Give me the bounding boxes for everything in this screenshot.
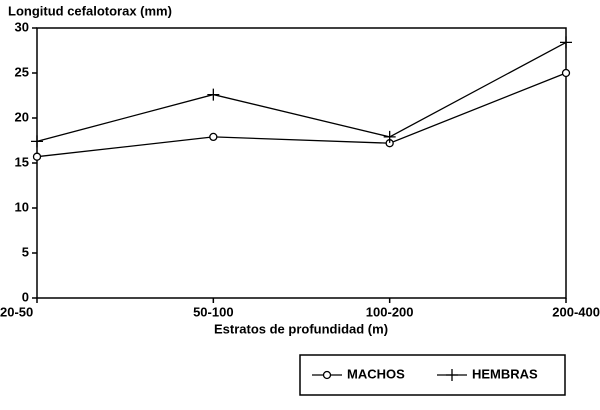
legend-box [299,354,566,396]
y-tick-label: 25 [15,64,29,79]
chart-title: Longitud cefalotorax (mm) [8,3,172,18]
plot-frame [36,27,567,299]
data-point [561,68,571,78]
data-point [560,36,572,49]
legend-marker [322,370,332,380]
legend-marker [446,369,458,381]
data-point [31,135,43,148]
y-tick-label: 0 [22,289,29,304]
data-point [383,130,396,143]
y-tick-label: 20 [15,109,29,124]
y-tick-label: 15 [15,154,29,169]
x-tick-label: 20-50 [0,304,33,319]
data-point [207,88,220,101]
x-tick-label: 50-100 [193,304,233,319]
data-point [32,152,42,161]
x-tick-label: 200-400 [552,304,600,319]
x-axis-label: Estratos de profundidad (m) [214,321,388,336]
data-point [209,132,218,142]
series-line [36,72,567,158]
x-tick-label: 100-200 [366,304,414,319]
y-tick-label: 10 [15,199,29,214]
legend-label: HEMBRAS [472,366,538,381]
y-tick-label: 5 [22,244,29,259]
legend-label: MACHOS [347,366,405,381]
series-line [36,41,567,143]
y-tick-label: 30 [15,19,29,34]
